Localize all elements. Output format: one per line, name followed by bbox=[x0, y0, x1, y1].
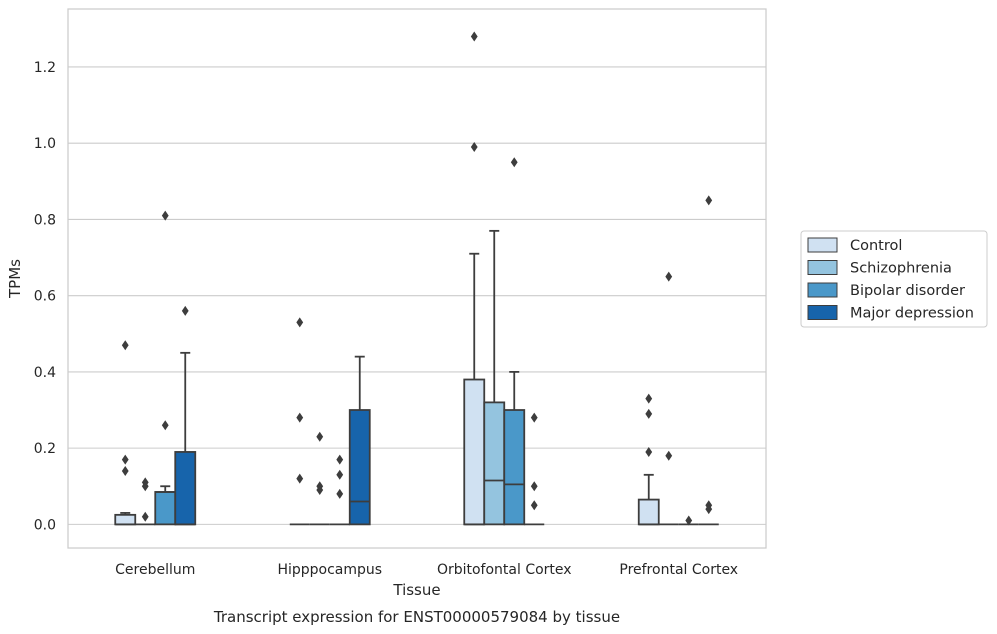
outlier-point bbox=[530, 412, 538, 423]
y-tick-label: 0.2 bbox=[34, 441, 56, 457]
box-group bbox=[463, 31, 486, 526]
outlier-point bbox=[470, 141, 478, 152]
x-axis-ticks: Cerebellum Hipppocampus Orbitofontal Corte… bbox=[115, 562, 738, 578]
legend-label: Bipolar disorder bbox=[850, 283, 965, 299]
outlier-point bbox=[705, 195, 713, 206]
box-group bbox=[329, 454, 350, 526]
outlier-point bbox=[121, 466, 129, 476]
outlier-point bbox=[645, 446, 653, 457]
outlier-point bbox=[296, 412, 304, 423]
y-tick-label: 1.2 bbox=[34, 60, 56, 76]
box-group bbox=[637, 393, 660, 526]
box-group bbox=[658, 271, 679, 526]
grid-lines bbox=[68, 66, 766, 525]
box-plots bbox=[114, 31, 719, 526]
box-group bbox=[289, 317, 310, 526]
chart-caption: Transcript expression for ENST0000057908… bbox=[213, 608, 620, 626]
legend-label: Schizophrenia bbox=[850, 261, 952, 277]
y-tick-label: 0.8 bbox=[34, 212, 56, 228]
outlier-point bbox=[161, 210, 169, 221]
y-tick-label: 0.0 bbox=[34, 517, 56, 533]
box-group bbox=[678, 515, 699, 526]
outlier-point bbox=[141, 511, 149, 522]
box bbox=[114, 513, 137, 526]
legend-label: Control bbox=[850, 238, 902, 254]
x-tick-label: Orbitofontal Cortex bbox=[437, 562, 572, 578]
x-tick-label: Hipppocampus bbox=[277, 562, 382, 578]
series-schizophrenia bbox=[135, 229, 679, 526]
box-group bbox=[348, 355, 371, 526]
box bbox=[463, 378, 486, 526]
legend-swatch bbox=[807, 260, 838, 275]
box-group bbox=[135, 477, 156, 526]
outlier-point bbox=[510, 157, 518, 168]
plot-area-frame bbox=[67, 8, 767, 549]
box-group bbox=[698, 195, 719, 526]
box bbox=[348, 409, 371, 526]
outlier-point bbox=[161, 420, 169, 431]
legend: Control Schizophrenia Bipolar disorder Majo… bbox=[800, 230, 988, 328]
legend-frame bbox=[800, 230, 988, 328]
x-tick-label: Prefrontal Cortex bbox=[619, 562, 738, 578]
box-group bbox=[114, 340, 137, 526]
y-axis-label: TPMs bbox=[6, 259, 24, 299]
outlier-point bbox=[665, 450, 673, 461]
legend-swatch bbox=[807, 282, 838, 298]
outlier-point bbox=[296, 317, 304, 328]
outlier-point bbox=[530, 500, 538, 511]
box bbox=[637, 498, 660, 526]
outlier-point bbox=[121, 454, 129, 465]
box bbox=[174, 451, 197, 526]
series-control bbox=[114, 31, 660, 526]
legend-label: Major depression bbox=[850, 306, 974, 322]
outlier-point bbox=[181, 305, 189, 316]
series-bipolar-disorder bbox=[154, 157, 699, 526]
y-tick-label: 0.4 bbox=[34, 365, 56, 381]
outlier-point bbox=[296, 473, 304, 484]
y-axis-ticks: 0.0 0.2 0.4 0.6 0.8 1.0 1.2 bbox=[34, 60, 56, 533]
outlier-point bbox=[316, 431, 324, 442]
outlier-point bbox=[141, 481, 149, 492]
outlier-point bbox=[530, 481, 538, 492]
y-tick-label: 0.6 bbox=[34, 289, 56, 305]
y-tick-label: 1.0 bbox=[34, 136, 56, 152]
box-group bbox=[309, 431, 330, 526]
legend-swatch bbox=[807, 305, 838, 320]
outlier-point bbox=[121, 340, 129, 351]
outlier-point bbox=[336, 469, 344, 480]
outlier-point bbox=[470, 31, 478, 42]
outlier-point bbox=[336, 454, 344, 465]
legend-swatch bbox=[807, 237, 838, 253]
box-group bbox=[503, 157, 526, 526]
x-axis-label: Tissue bbox=[392, 581, 440, 599]
outlier-point bbox=[685, 515, 693, 526]
series-major-depression bbox=[174, 195, 719, 526]
box-group bbox=[524, 412, 545, 526]
box-group bbox=[483, 229, 506, 526]
box-group bbox=[174, 305, 197, 526]
outlier-point bbox=[665, 271, 673, 282]
box bbox=[483, 401, 506, 526]
outlier-point bbox=[336, 488, 344, 499]
outlier-point bbox=[645, 408, 653, 419]
x-tick-label: Cerebellum bbox=[115, 562, 195, 578]
box-group bbox=[154, 210, 177, 526]
outlier-point bbox=[645, 393, 653, 404]
outlier-point bbox=[316, 485, 324, 496]
box bbox=[154, 491, 177, 526]
box bbox=[503, 409, 526, 526]
outlier-point bbox=[705, 504, 713, 515]
